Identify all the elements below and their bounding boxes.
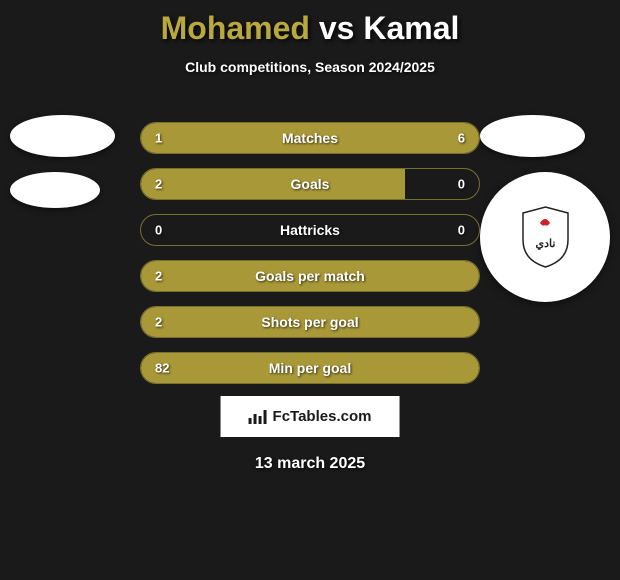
stat-value-left: 1 xyxy=(155,131,162,146)
player2-name: Kamal xyxy=(363,10,459,46)
stat-label: Goals per match xyxy=(255,268,365,284)
stat-value-left: 0 xyxy=(155,223,162,238)
vs-text: vs xyxy=(319,10,355,46)
player1-badge-2 xyxy=(10,172,100,208)
date-text: 13 march 2025 xyxy=(255,455,365,473)
stat-label: Hattricks xyxy=(280,222,340,238)
stat-row-hattricks: 0 Hattricks 0 xyxy=(140,214,480,246)
player1-badge-1 xyxy=(10,115,115,157)
stat-fill-left xyxy=(141,123,188,153)
stat-value-left: 2 xyxy=(155,269,162,284)
player2-club-logo: نادي xyxy=(480,172,610,302)
stat-fill-left xyxy=(141,169,405,199)
stat-value-left: 2 xyxy=(155,315,162,330)
stat-value-right: 6 xyxy=(458,131,465,146)
main-title: Mohamed vs Kamal xyxy=(0,10,620,47)
stat-row-matches: 1 Matches 6 xyxy=(140,122,480,154)
shield-icon: نادي xyxy=(518,205,573,270)
stat-value-right: 0 xyxy=(458,177,465,192)
stat-row-goals-per-match: 2 Goals per match xyxy=(140,260,480,292)
footer-brand-badge: FcTables.com xyxy=(221,396,400,437)
stat-label: Min per goal xyxy=(269,360,351,376)
player2-badges: نادي xyxy=(480,115,610,302)
chart-icon xyxy=(249,410,267,424)
title-container: Mohamed vs Kamal Club competitions, Seas… xyxy=(0,0,620,75)
svg-text:نادي: نادي xyxy=(535,238,555,251)
stat-value-right: 0 xyxy=(458,223,465,238)
player2-badge-1 xyxy=(480,115,585,157)
stat-row-goals: 2 Goals 0 xyxy=(140,168,480,200)
stat-row-shots-per-goal: 2 Shots per goal xyxy=(140,306,480,338)
stat-value-left: 2 xyxy=(155,177,162,192)
stat-label: Matches xyxy=(282,130,338,146)
player1-badges xyxy=(10,115,115,208)
stat-row-min-per-goal: 82 Min per goal xyxy=(140,352,480,384)
player1-name: Mohamed xyxy=(161,10,310,46)
stats-container: 1 Matches 6 2 Goals 0 0 Hattricks 0 2 Go… xyxy=(140,122,480,398)
stat-label: Goals xyxy=(291,176,330,192)
stat-value-left: 82 xyxy=(155,361,169,376)
stat-label: Shots per goal xyxy=(261,314,358,330)
footer-brand-text: FcTables.com xyxy=(273,408,372,425)
subtitle: Club competitions, Season 2024/2025 xyxy=(0,59,620,75)
